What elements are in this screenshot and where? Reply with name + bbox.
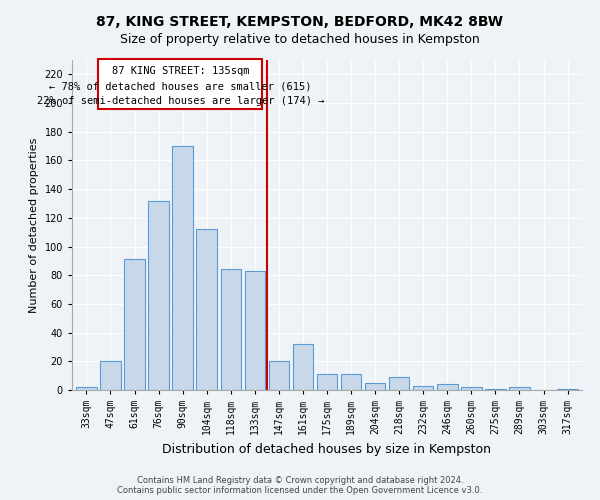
Bar — [148, 200, 169, 390]
Bar — [437, 384, 458, 390]
Bar — [269, 362, 289, 390]
Bar — [124, 260, 145, 390]
FancyBboxPatch shape — [98, 58, 262, 109]
Text: 22% of semi-detached houses are larger (174) →: 22% of semi-detached houses are larger (… — [37, 96, 324, 106]
Text: Size of property relative to detached houses in Kempston: Size of property relative to detached ho… — [120, 32, 480, 46]
Text: Contains HM Land Registry data © Crown copyright and database right 2024.
Contai: Contains HM Land Registry data © Crown c… — [118, 476, 482, 495]
Bar — [461, 387, 482, 390]
Bar — [196, 230, 217, 390]
Bar — [413, 386, 433, 390]
Bar — [172, 146, 193, 390]
Text: ← 78% of detached houses are smaller (615): ← 78% of detached houses are smaller (61… — [49, 82, 311, 92]
Bar — [557, 388, 578, 390]
Bar — [509, 387, 530, 390]
Y-axis label: Number of detached properties: Number of detached properties — [29, 138, 39, 312]
Bar — [293, 344, 313, 390]
Bar — [317, 374, 337, 390]
Bar — [341, 374, 361, 390]
Bar — [100, 362, 121, 390]
Bar — [485, 388, 506, 390]
Bar — [365, 383, 385, 390]
Bar — [76, 387, 97, 390]
X-axis label: Distribution of detached houses by size in Kempston: Distribution of detached houses by size … — [163, 442, 491, 456]
Text: 87, KING STREET, KEMPSTON, BEDFORD, MK42 8BW: 87, KING STREET, KEMPSTON, BEDFORD, MK42… — [97, 15, 503, 29]
Bar — [245, 271, 265, 390]
Bar — [221, 270, 241, 390]
Bar — [389, 377, 409, 390]
Text: 87 KING STREET: 135sqm: 87 KING STREET: 135sqm — [112, 66, 249, 76]
